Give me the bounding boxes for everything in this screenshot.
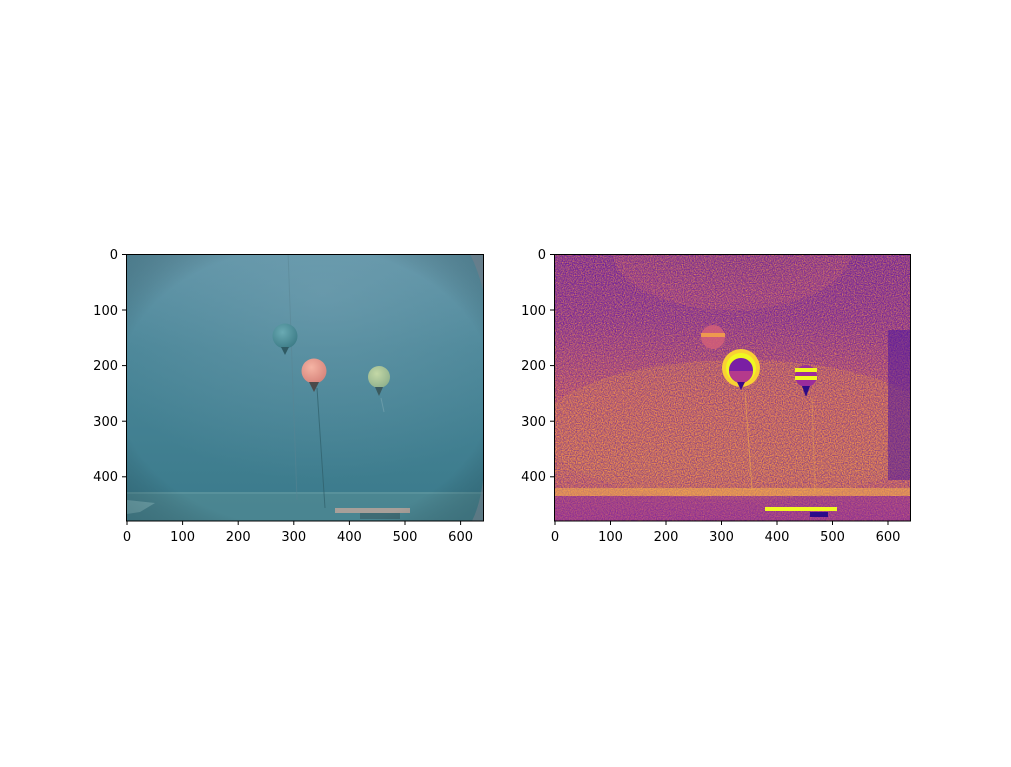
plasma-image — [555, 254, 910, 521]
x-axis: 0 100 200 300 400 500 600 — [123, 521, 473, 545]
y-tick: 100 — [93, 304, 127, 319]
x-tick: 600 — [876, 521, 901, 545]
x-axis: 0 100 200 300 400 500 600 — [551, 521, 901, 545]
processed-pink-buoy — [722, 349, 760, 390]
axes-frame — [126, 254, 484, 522]
y-tick: 300 — [521, 415, 555, 430]
x-tick: 100 — [598, 521, 623, 545]
x-tick: 600 — [448, 521, 473, 545]
y-tick: 400 — [93, 470, 127, 485]
x-tick: 300 — [281, 521, 306, 545]
svg-text:600: 600 — [876, 530, 901, 545]
y-tick: 300 — [93, 415, 127, 430]
y-axis: 0 100 200 300 400 — [93, 248, 127, 485]
svg-text:200: 200 — [226, 530, 251, 545]
x-tick: 200 — [226, 521, 251, 545]
x-tick: 400 — [337, 521, 362, 545]
svg-text:600: 600 — [448, 530, 473, 545]
svg-text:400: 400 — [93, 470, 118, 485]
svg-text:300: 300 — [709, 530, 734, 545]
svg-text:0: 0 — [110, 248, 118, 263]
y-tick: 400 — [521, 470, 555, 485]
svg-text:300: 300 — [93, 415, 118, 430]
svg-text:100: 100 — [521, 304, 546, 319]
svg-text:400: 400 — [337, 530, 362, 545]
svg-text:300: 300 — [281, 530, 306, 545]
x-tick: 0 — [551, 521, 559, 545]
svg-text:0: 0 — [123, 530, 131, 545]
svg-text:100: 100 — [93, 304, 118, 319]
svg-text:500: 500 — [393, 530, 418, 545]
x-tick: 400 — [765, 521, 790, 545]
x-tick: 500 — [393, 521, 418, 545]
x-tick: 100 — [170, 521, 195, 545]
svg-text:100: 100 — [170, 530, 195, 545]
svg-text:200: 200 — [93, 359, 118, 374]
svg-text:400: 400 — [521, 470, 546, 485]
x-tick: 500 — [820, 521, 845, 545]
processed-yellow-buoy — [795, 365, 817, 397]
x-tick: 200 — [654, 521, 679, 545]
svg-text:400: 400 — [765, 530, 790, 545]
svg-text:0: 0 — [538, 248, 546, 263]
y-tick: 0 — [110, 248, 127, 263]
svg-text:0: 0 — [551, 530, 559, 545]
processed-teal-buoy — [701, 325, 725, 349]
svg-text:200: 200 — [654, 530, 679, 545]
axes-frame — [554, 254, 911, 522]
svg-text:300: 300 — [521, 415, 546, 430]
svg-text:200: 200 — [521, 359, 546, 374]
x-tick: 300 — [709, 521, 734, 545]
panel-processed-map: 0 100 200 300 400 500 600 0 100 200 300 … — [521, 248, 911, 545]
x-tick: 0 — [123, 521, 131, 545]
y-axis: 0 100 200 300 400 — [521, 248, 555, 485]
panel-underwater-photo: 0 100 200 300 400 500 600 0 100 200 300 … — [93, 248, 484, 545]
y-tick: 200 — [93, 359, 127, 374]
y-tick: 100 — [521, 304, 555, 319]
y-tick: 0 — [538, 248, 555, 263]
y-tick: 200 — [521, 359, 555, 374]
svg-text:500: 500 — [820, 530, 845, 545]
svg-text:100: 100 — [598, 530, 623, 545]
underwater-image — [127, 254, 483, 521]
